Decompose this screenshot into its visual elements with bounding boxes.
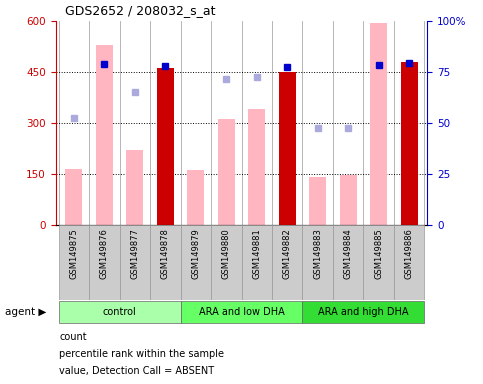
Bar [272, 225, 302, 300]
Bar [58, 225, 89, 300]
Bar [363, 225, 394, 300]
Text: GSM149884: GSM149884 [344, 228, 353, 279]
Text: percentile rank within the sample: percentile rank within the sample [59, 349, 225, 359]
Text: ARA and low DHA: ARA and low DHA [199, 307, 284, 317]
Bar [89, 225, 120, 300]
Bar [58, 301, 181, 323]
Bar [401, 62, 417, 225]
Bar [66, 169, 82, 225]
Text: count: count [59, 332, 87, 342]
Bar [181, 301, 302, 323]
Bar [157, 68, 174, 225]
Bar [333, 225, 363, 300]
Bar [370, 23, 387, 225]
Text: ARA and high DHA: ARA and high DHA [318, 307, 409, 317]
Bar [218, 119, 235, 225]
Bar [211, 225, 242, 300]
Text: GSM149882: GSM149882 [283, 228, 292, 279]
Text: GSM149877: GSM149877 [130, 228, 139, 279]
Bar [150, 225, 181, 300]
Bar [187, 170, 204, 225]
Bar [302, 225, 333, 300]
Bar [181, 225, 211, 300]
Text: GSM149880: GSM149880 [222, 228, 231, 279]
Bar [309, 177, 326, 225]
Bar [127, 150, 143, 225]
Text: GSM149876: GSM149876 [100, 228, 109, 279]
Bar [302, 301, 425, 323]
Text: GSM149883: GSM149883 [313, 228, 322, 279]
Bar [394, 225, 425, 300]
Bar [248, 109, 265, 225]
Text: GSM149879: GSM149879 [191, 228, 200, 279]
Bar [242, 225, 272, 300]
Bar [340, 175, 356, 225]
Text: GSM149885: GSM149885 [374, 228, 383, 279]
Text: control: control [103, 307, 136, 317]
Text: GSM149878: GSM149878 [161, 228, 170, 279]
Bar [96, 45, 113, 225]
Bar [120, 225, 150, 300]
Text: value, Detection Call = ABSENT: value, Detection Call = ABSENT [59, 366, 214, 376]
Text: GSM149881: GSM149881 [252, 228, 261, 279]
Bar [279, 72, 296, 225]
Text: GDS2652 / 208032_s_at: GDS2652 / 208032_s_at [65, 4, 216, 17]
Text: GSM149886: GSM149886 [405, 228, 413, 279]
Text: GSM149875: GSM149875 [70, 228, 78, 279]
Text: agent ▶: agent ▶ [5, 307, 46, 317]
